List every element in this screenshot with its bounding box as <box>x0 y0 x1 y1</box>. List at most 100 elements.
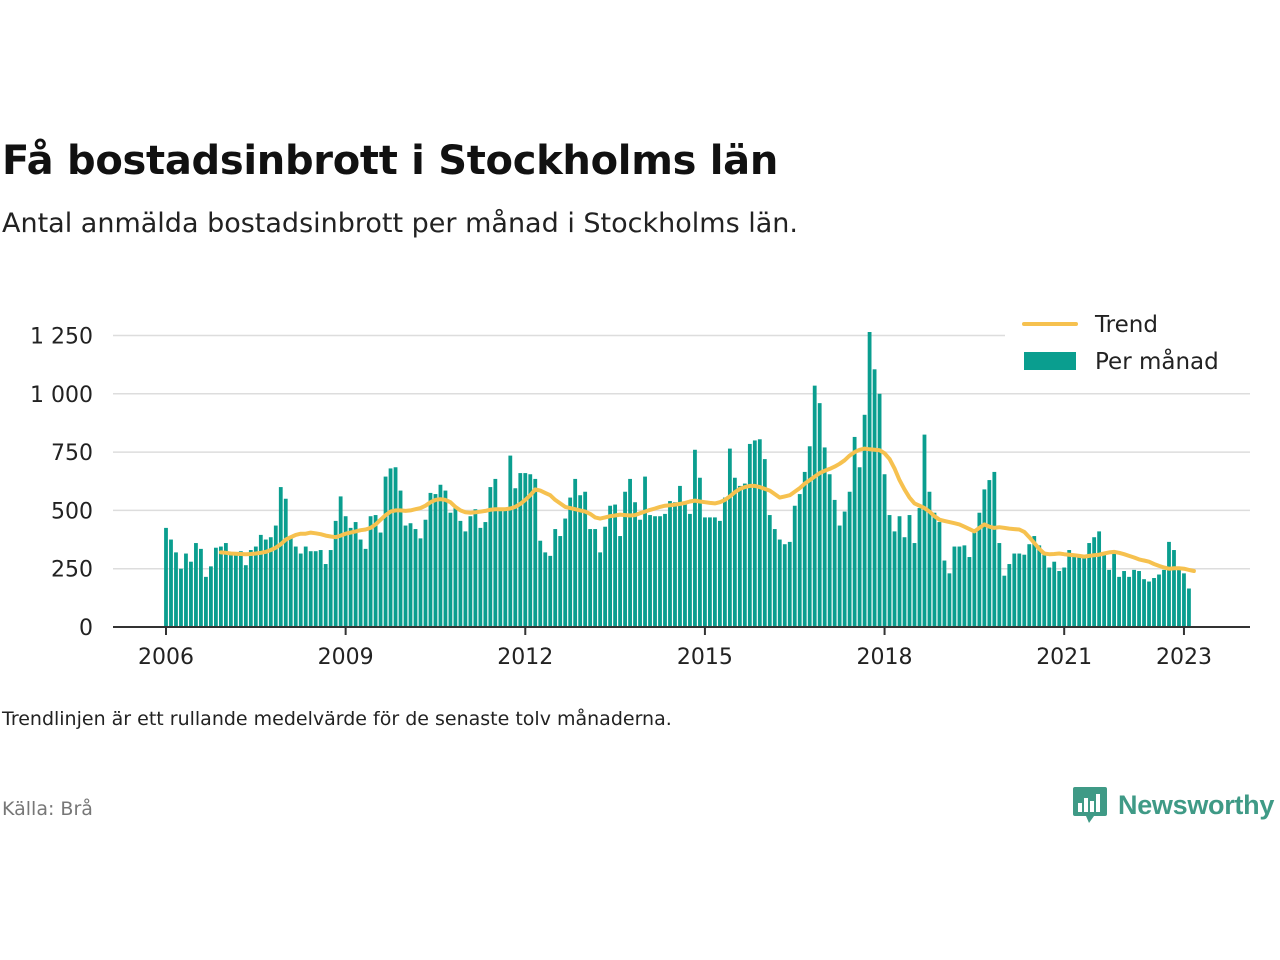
bar <box>608 505 613 627</box>
page-subtitle: Antal anmälda bostadsinbrott per månad i… <box>2 208 798 239</box>
bar <box>328 550 333 627</box>
bar <box>318 550 323 627</box>
bar <box>997 543 1002 627</box>
y-tick-label: 1 250 <box>30 325 93 350</box>
trend-line <box>218 446 1196 573</box>
y-tick-label: 0 <box>79 616 93 641</box>
bar <box>338 496 343 627</box>
bar <box>1177 567 1181 627</box>
bar <box>1112 552 1116 627</box>
bar <box>443 490 448 627</box>
bar <box>298 553 303 627</box>
bar <box>1092 537 1097 627</box>
bar <box>852 436 857 627</box>
bar <box>747 443 752 627</box>
bar <box>199 548 203 627</box>
bar <box>713 517 717 627</box>
bar <box>543 552 548 627</box>
y-tick-label: 250 <box>51 558 93 583</box>
bar <box>583 491 588 627</box>
bar <box>463 531 468 627</box>
bar <box>812 385 817 627</box>
bar <box>698 477 702 627</box>
bar <box>478 527 483 627</box>
bar <box>548 555 553 627</box>
bar <box>942 560 947 627</box>
bar <box>498 510 503 627</box>
bar <box>1017 553 1022 627</box>
bar <box>643 476 647 627</box>
bar <box>1182 573 1186 627</box>
bar <box>678 485 682 627</box>
bar <box>787 541 792 627</box>
bar <box>398 490 403 627</box>
bar <box>807 446 812 627</box>
bar <box>752 440 757 627</box>
bar <box>862 414 867 627</box>
bar <box>1187 588 1191 627</box>
bar <box>688 513 692 627</box>
x-tick-label: 2012 <box>497 645 553 670</box>
chart-note: Trendlinjen är ett rullande medelvärde f… <box>2 708 672 730</box>
bar <box>628 478 632 627</box>
bar <box>228 552 233 627</box>
bar <box>1107 569 1112 627</box>
bar <box>842 511 847 627</box>
bar <box>1152 578 1156 627</box>
bar <box>278 487 283 627</box>
bar <box>578 495 583 627</box>
bar <box>947 573 952 627</box>
bar <box>184 553 188 627</box>
bar <box>238 551 243 627</box>
bar <box>248 550 253 627</box>
bar <box>1172 550 1176 627</box>
x-tick-label: 2006 <box>138 645 194 670</box>
bar <box>937 522 942 627</box>
bar <box>533 478 538 627</box>
bar <box>757 439 762 627</box>
bar <box>283 498 288 627</box>
bar <box>877 393 882 627</box>
bar <box>987 480 992 627</box>
bar <box>413 529 418 627</box>
bar <box>523 473 528 627</box>
legend-bars-swatch <box>1024 352 1076 370</box>
bar <box>887 515 892 627</box>
bar <box>822 447 827 627</box>
bar <box>418 538 423 627</box>
bar <box>164 527 168 627</box>
bar <box>782 544 787 627</box>
y-axis-labels: 0 250 500 750 1 000 1 250 <box>30 325 93 642</box>
bar <box>1117 576 1121 627</box>
bar <box>1012 553 1017 627</box>
bar <box>598 552 603 627</box>
bar <box>179 568 183 627</box>
bar <box>468 516 473 627</box>
bar <box>223 543 228 627</box>
bar <box>273 525 278 627</box>
bar <box>343 516 348 627</box>
bar <box>603 526 608 627</box>
source-label: Källa: Brå <box>2 798 93 820</box>
bar <box>872 369 877 627</box>
bar <box>1127 576 1131 627</box>
bar <box>633 502 637 627</box>
bar <box>792 505 797 627</box>
bar <box>428 492 433 627</box>
bar <box>1142 579 1146 627</box>
bar <box>373 515 378 627</box>
bar <box>827 474 832 627</box>
bar <box>772 529 777 627</box>
bar <box>393 467 398 627</box>
bar <box>832 499 837 627</box>
brand: Newsworthy <box>1072 785 1274 825</box>
bar <box>423 519 428 627</box>
bar <box>1122 571 1126 627</box>
bar <box>1047 567 1052 627</box>
brand-name: Newsworthy <box>1118 789 1275 820</box>
bar <box>453 506 458 627</box>
y-tick-label: 750 <box>51 441 93 466</box>
bar <box>323 564 328 627</box>
bar <box>1007 564 1012 627</box>
bar <box>388 468 393 627</box>
